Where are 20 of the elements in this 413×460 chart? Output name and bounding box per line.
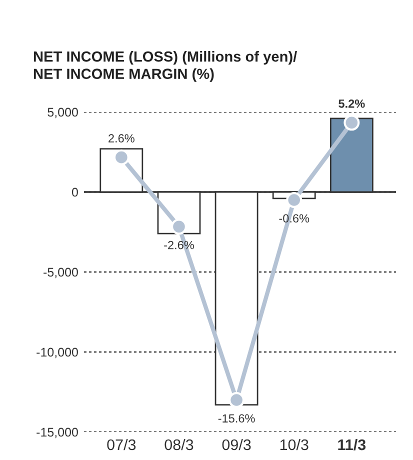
- y-tick-label: -5,000: [44, 268, 78, 278]
- chart-title: NET INCOME (LOSS) (Millions of yen)/ NET INCOME MARGIN (%): [34, 51, 297, 82]
- data-label: 5.2%: [338, 99, 365, 108]
- point: [228, 392, 245, 408]
- point: [170, 218, 187, 235]
- x-tick-label: 11/3: [338, 438, 366, 450]
- point: [286, 192, 302, 208]
- data-label: 2.6%: [108, 134, 134, 142]
- y-tick-label: 5,000: [48, 108, 78, 118]
- point: [344, 114, 360, 131]
- y-tick-label: -10,000: [36, 348, 78, 358]
- y-tick-label: 0: [72, 188, 78, 197]
- x-tick-label: 07/3: [107, 438, 136, 450]
- data-label: -0.6%: [279, 214, 310, 223]
- x-tick-label: 08/3: [164, 438, 194, 450]
- data-label: -15.6%: [218, 414, 255, 423]
- y-tick-label: -15,000: [36, 428, 78, 438]
- x-tick-label: 10/3: [280, 438, 308, 450]
- data-label: -2.6%: [164, 240, 194, 250]
- x-tick-label: 09/3: [222, 438, 251, 450]
